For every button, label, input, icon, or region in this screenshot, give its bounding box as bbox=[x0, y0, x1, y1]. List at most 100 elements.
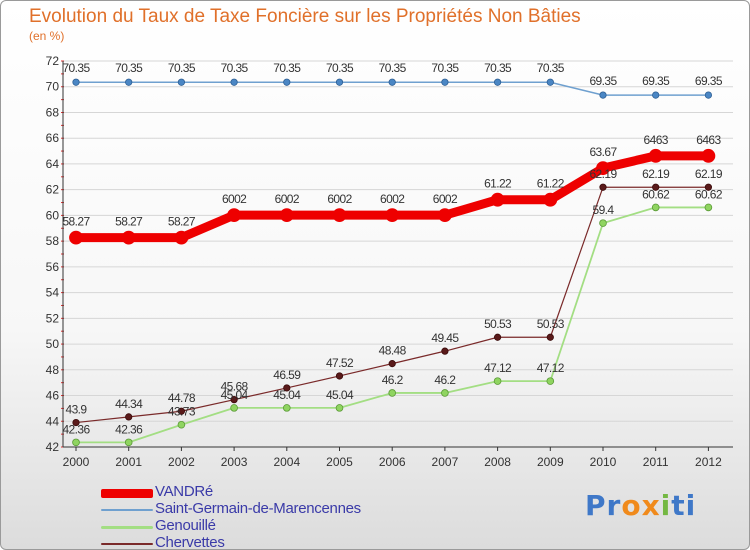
data-label: 46.2 bbox=[382, 373, 404, 387]
data-label: 69.35 bbox=[695, 74, 723, 88]
data-label: 47.12 bbox=[537, 361, 565, 375]
data-label: 6002 bbox=[433, 192, 458, 206]
data-label: 43.73 bbox=[168, 405, 196, 419]
data-label: 70.35 bbox=[62, 61, 90, 75]
logo-letter: r bbox=[606, 489, 622, 522]
data-point bbox=[125, 413, 133, 421]
data-point bbox=[704, 91, 713, 99]
data-point bbox=[493, 78, 502, 86]
data-point bbox=[388, 360, 396, 368]
logo-letter: t bbox=[671, 489, 686, 522]
logo-letter: P bbox=[585, 489, 607, 522]
data-point bbox=[335, 404, 344, 412]
data-label: 6002 bbox=[222, 192, 247, 206]
data-label: 45.68 bbox=[221, 380, 249, 394]
y-tick-label: 46 bbox=[46, 389, 60, 403]
y-tick-label: 58 bbox=[46, 234, 60, 248]
y-tick-label: 54 bbox=[46, 286, 60, 300]
data-point bbox=[283, 384, 291, 392]
data-point bbox=[177, 78, 185, 86]
data-label: 70.35 bbox=[168, 61, 196, 75]
data-label: 70.35 bbox=[273, 61, 301, 75]
data-point bbox=[441, 78, 449, 86]
data-point bbox=[177, 420, 186, 429]
logo-letter: i bbox=[685, 489, 697, 522]
data-label: 70.35 bbox=[379, 61, 407, 75]
data-point bbox=[121, 230, 136, 245]
data-label: 50.53 bbox=[537, 317, 565, 331]
data-point bbox=[493, 377, 502, 385]
data-label: 58.27 bbox=[168, 215, 196, 229]
data-point bbox=[125, 78, 133, 86]
legend-swatch bbox=[101, 526, 153, 529]
data-label: 42.36 bbox=[62, 422, 90, 436]
data-point bbox=[283, 78, 291, 86]
y-tick-label: 44 bbox=[46, 414, 60, 428]
data-point bbox=[543, 192, 558, 207]
data-label: 46.2 bbox=[434, 373, 456, 387]
data-point bbox=[493, 333, 502, 341]
data-label: 6463 bbox=[696, 133, 721, 147]
data-label: 70.35 bbox=[431, 61, 459, 75]
data-point bbox=[701, 148, 716, 163]
y-tick-label: 50 bbox=[46, 337, 60, 351]
data-label: 59.4 bbox=[593, 203, 615, 217]
data-labels: 70.35 70.35 70.35 70.35 70.35 70.35 70.35 70.35… bbox=[62, 61, 723, 436]
data-label: 70.35 bbox=[484, 61, 512, 75]
chart-title: Evolution du Taux de Taxe Foncière sur l… bbox=[29, 6, 581, 27]
data-label: 58.27 bbox=[115, 215, 143, 229]
data-label: 6463 bbox=[644, 133, 669, 147]
data-point bbox=[124, 438, 133, 447]
x-tick-label: 2008 bbox=[484, 455, 511, 469]
data-point bbox=[279, 208, 294, 223]
data-point bbox=[546, 78, 554, 86]
grid-lines bbox=[63, 60, 733, 448]
data-point bbox=[72, 78, 80, 86]
data-point bbox=[230, 78, 238, 86]
x-tick-label: 2003 bbox=[221, 455, 248, 469]
data-label: 49.45 bbox=[431, 331, 459, 345]
data-label: 6002 bbox=[275, 192, 300, 206]
legend-label: Saint-Germain-de-Marencennes bbox=[155, 500, 361, 517]
data-point bbox=[388, 389, 397, 397]
data-point bbox=[230, 396, 238, 404]
y-tick-label: 42 bbox=[46, 440, 60, 454]
data-point bbox=[546, 333, 554, 341]
legend-swatch bbox=[101, 543, 153, 545]
data-point bbox=[332, 208, 347, 223]
proxiti-logo: Proxiti bbox=[585, 489, 696, 522]
data-label: 63.67 bbox=[589, 145, 617, 159]
y-tick-label: 52 bbox=[46, 311, 60, 325]
data-label: 42.36 bbox=[115, 422, 143, 436]
x-tick-label: 2007 bbox=[432, 455, 459, 469]
data-point bbox=[704, 203, 713, 212]
data-label: 69.35 bbox=[589, 74, 617, 88]
y-tick-label: 70 bbox=[46, 80, 60, 94]
x-tick-label: 2012 bbox=[695, 455, 722, 469]
legend-label: Genouillé bbox=[155, 517, 216, 534]
x-tick-label: 2010 bbox=[590, 455, 617, 469]
data-label: 44.78 bbox=[168, 391, 196, 405]
data-point bbox=[652, 183, 660, 191]
data-point bbox=[72, 418, 80, 427]
data-point bbox=[652, 91, 660, 99]
x-tick-label: 2006 bbox=[379, 455, 406, 469]
data-label: 47.52 bbox=[326, 356, 354, 370]
data-point bbox=[648, 148, 663, 163]
y-tick-label: 72 bbox=[46, 54, 60, 68]
data-point bbox=[385, 208, 400, 223]
data-label: 45.04 bbox=[326, 388, 354, 402]
data-point bbox=[437, 208, 452, 223]
data-label: 47.12 bbox=[484, 361, 512, 375]
data-label: 62.19 bbox=[695, 167, 723, 181]
data-point bbox=[72, 438, 80, 447]
data-label: 60.62 bbox=[642, 187, 670, 201]
data-point bbox=[704, 183, 713, 191]
data-label: 45.04 bbox=[221, 388, 249, 402]
legend-swatch bbox=[101, 509, 153, 511]
data-point bbox=[227, 208, 242, 223]
data-point bbox=[596, 161, 610, 176]
data-point bbox=[174, 230, 189, 245]
y-tick-label: 62 bbox=[46, 183, 60, 197]
